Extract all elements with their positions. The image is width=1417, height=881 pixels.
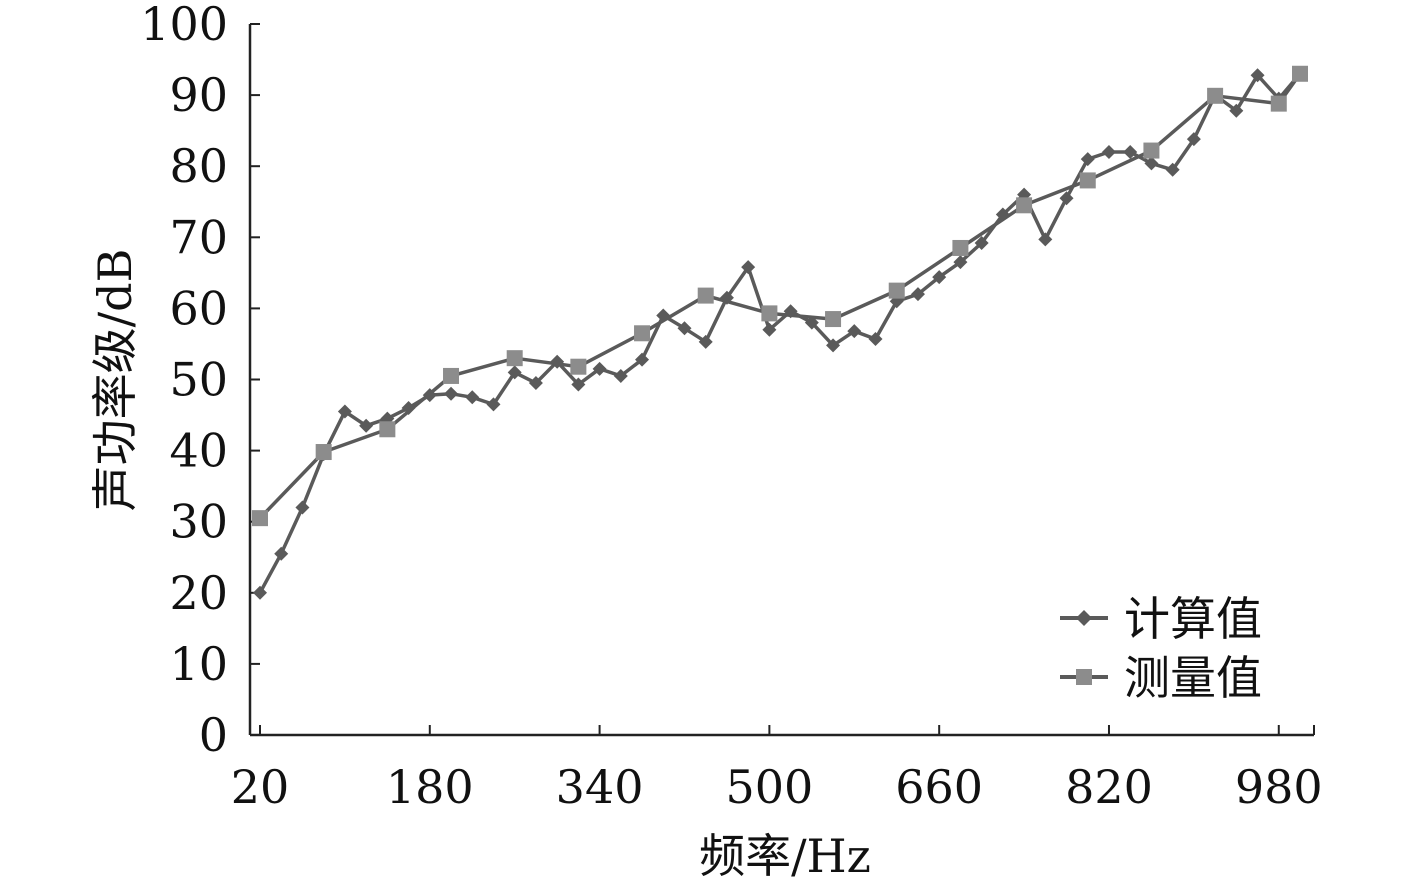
data-point-measured <box>1207 87 1224 104</box>
data-point-calculated <box>1165 162 1180 177</box>
data-point-measured <box>1270 95 1287 112</box>
x-tick-label: 820 <box>1065 760 1153 814</box>
data-point-calculated <box>741 260 756 275</box>
y-tick-label: 90 <box>169 68 228 122</box>
data-point-calculated <box>444 386 459 401</box>
y-tick-label: 70 <box>169 210 228 264</box>
data-point-calculated <box>613 368 628 383</box>
x-ticks: 20 180 340 500 660 820 980 <box>231 725 1323 814</box>
y-tick-label: 20 <box>169 566 228 620</box>
data-point-calculated <box>995 207 1010 222</box>
x-tick-label: 20 <box>231 760 290 814</box>
data-point-calculated <box>359 418 374 433</box>
legend-item-calculated: 计算值 <box>1060 592 1262 646</box>
data-point-measured <box>1292 65 1308 82</box>
data-point-calculated <box>1144 156 1159 171</box>
data-point-calculated <box>656 308 671 323</box>
x-axis-title: 频率/Hz <box>699 829 871 881</box>
data-point-measured <box>1143 142 1160 159</box>
data-point-calculated <box>1059 191 1074 206</box>
data-point-calculated <box>1186 132 1201 147</box>
data-point-measured <box>443 367 460 384</box>
data-point-measured <box>888 282 905 299</box>
data-point-calculated <box>868 331 883 346</box>
data-point-measured <box>379 421 396 438</box>
legend-label-calculated: 计算值 <box>1124 592 1262 646</box>
data-point-calculated <box>1101 144 1116 159</box>
data-point-calculated <box>401 400 416 415</box>
data-point-calculated <box>719 290 734 305</box>
data-point-calculated <box>550 354 565 369</box>
y-tick-label: 10 <box>169 637 228 691</box>
y-tick-label: 60 <box>169 281 228 335</box>
y-tick-label: 30 <box>169 495 228 549</box>
data-point-calculated <box>1123 144 1138 159</box>
data-point-calculated <box>571 377 586 392</box>
data-point-calculated <box>422 388 437 403</box>
data-point-calculated <box>295 500 310 515</box>
data-point-measured <box>506 350 523 367</box>
data-point-calculated <box>253 585 267 600</box>
data-point-calculated <box>592 361 607 376</box>
data-point-calculated <box>826 338 841 353</box>
data-point-calculated <box>677 321 692 336</box>
data-point-calculated <box>953 255 968 270</box>
data-point-measured <box>315 444 332 461</box>
data-point-calculated <box>507 365 522 380</box>
legend: 计算值 测量值 <box>1060 592 1262 705</box>
data-point-calculated <box>762 322 777 337</box>
x-tick-label: 180 <box>386 760 474 814</box>
data-point-calculated <box>635 352 650 367</box>
y-tick-label: 80 <box>169 139 228 193</box>
y-ticks: 0 10 20 30 40 50 60 70 80 90 100 <box>140 0 260 762</box>
y-tick-label: 100 <box>140 0 228 51</box>
data-point-calculated <box>847 324 862 339</box>
data-point-calculated <box>1080 152 1095 167</box>
legend-marker-measured <box>1076 669 1092 685</box>
data-point-calculated <box>1038 232 1053 247</box>
data-point-calculated <box>1250 68 1265 83</box>
data-point-calculated <box>528 376 543 391</box>
data-point-calculated <box>698 334 713 349</box>
legend-label-measured: 测量值 <box>1124 651 1262 705</box>
data-point-calculated <box>465 390 480 405</box>
x-tick-label: 500 <box>725 760 813 814</box>
data-point-calculated <box>783 304 798 319</box>
data-point-measured <box>634 325 651 342</box>
legend-marker-calculated <box>1076 610 1092 626</box>
data-point-measured <box>697 287 714 304</box>
series-line-1 <box>258 72 1302 520</box>
data-point-measured <box>952 239 969 256</box>
data-point-calculated <box>274 546 289 561</box>
data-point-measured <box>825 311 842 328</box>
data-point-calculated <box>337 404 352 419</box>
x-tick-label: 660 <box>895 760 983 814</box>
data-point-measured <box>252 510 268 527</box>
data-point-measured <box>1079 172 1096 189</box>
y-axis-title: 声功率级/dB <box>88 249 142 512</box>
legend-item-measured: 测量值 <box>1060 651 1262 705</box>
data-point-calculated <box>804 315 819 330</box>
x-tick-label: 980 <box>1235 760 1323 814</box>
data-point-calculated <box>486 397 501 412</box>
data-point-calculated <box>1229 103 1244 118</box>
data-point-measured <box>570 358 587 375</box>
data-point-measured <box>761 305 778 322</box>
y-tick-label: 40 <box>169 424 228 478</box>
y-tick-label: 0 <box>199 708 228 762</box>
data-point-calculated <box>974 235 989 250</box>
x-tick-label: 340 <box>556 760 644 814</box>
data-point-calculated <box>910 287 925 302</box>
plot-area <box>252 65 1308 600</box>
y-tick-label: 50 <box>169 353 228 407</box>
data-point-calculated <box>932 270 947 285</box>
data-point-measured <box>1016 197 1033 214</box>
